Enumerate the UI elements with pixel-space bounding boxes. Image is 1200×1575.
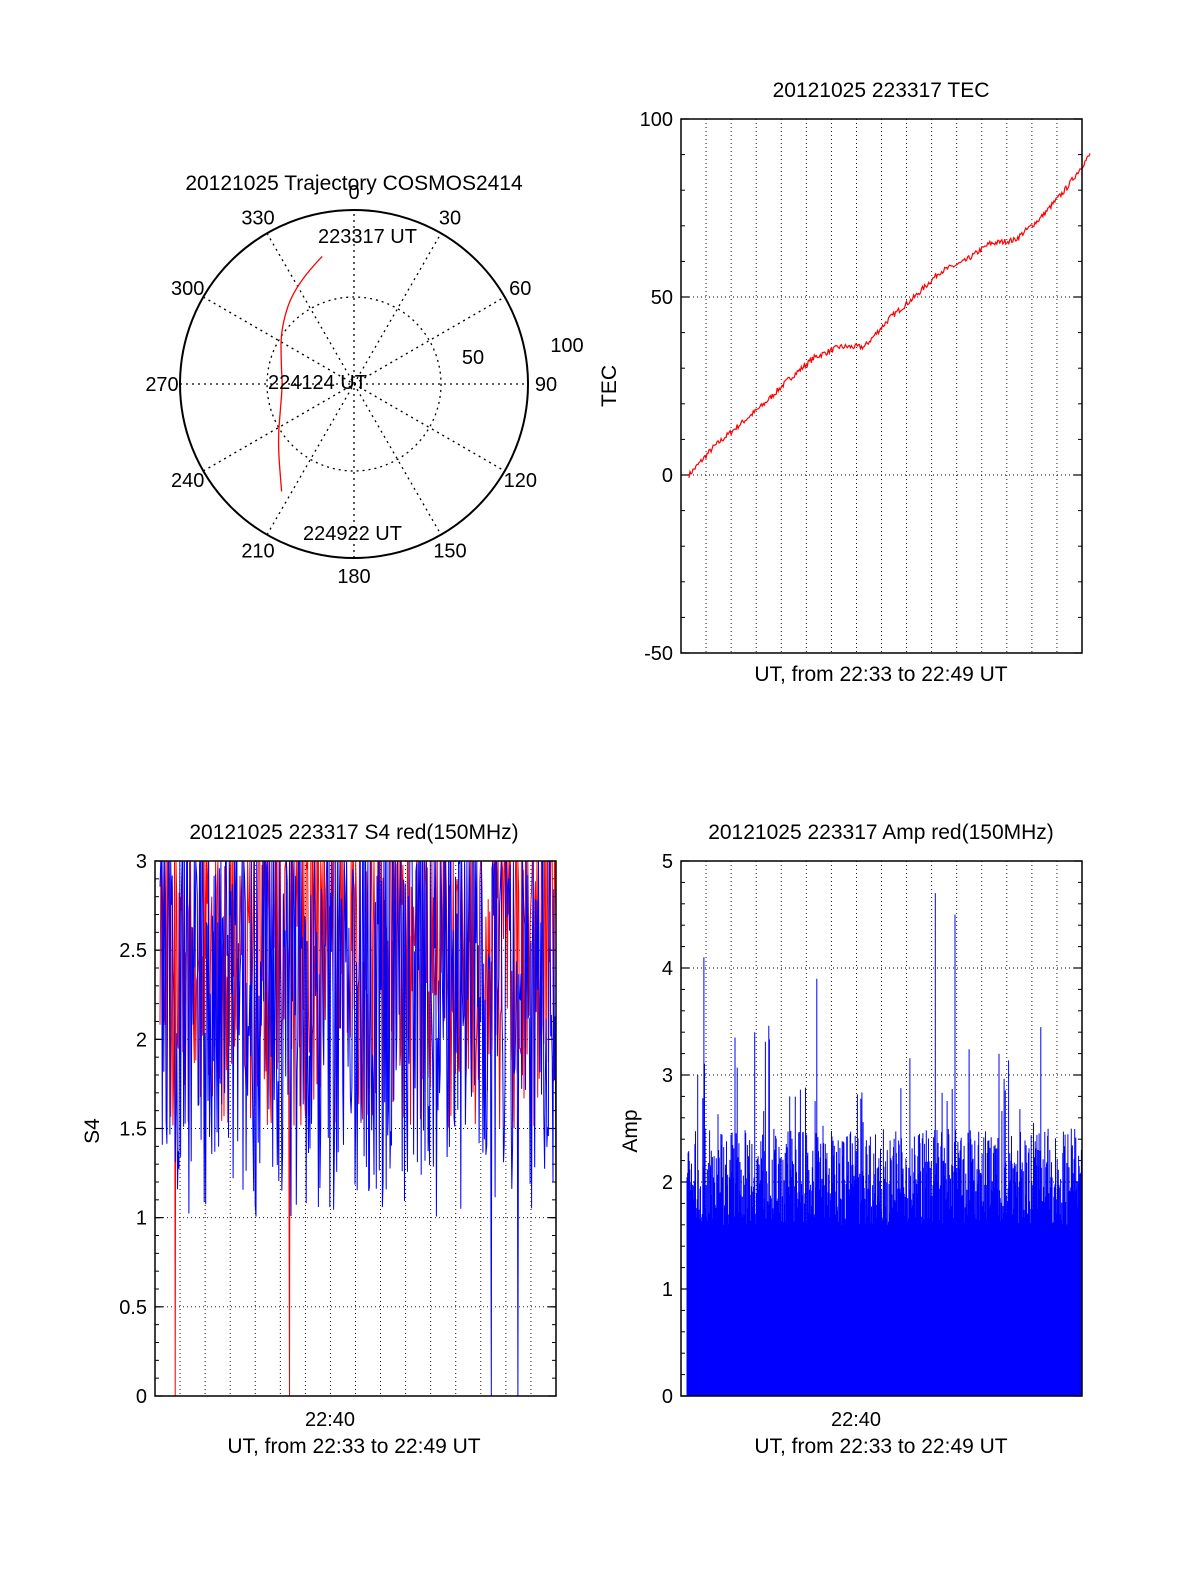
- polar-azimuth-label: 30: [439, 208, 461, 230]
- tec-series-line: [688, 153, 1091, 478]
- s4-title: 20121025 223317 S4 red(150MHz): [189, 821, 518, 844]
- s4-x-axis-label: UT, from 22:33 to 22:49 UT: [227, 1435, 480, 1458]
- tec-x-axis-label: UT, from 22:33 to 22:49 UT: [754, 663, 1007, 686]
- polar-azimuth-label: 120: [504, 470, 537, 492]
- amp-chart: 20121025 223317 Amp red(150MHz) 0 1 2 3 4 5 A…: [619, 821, 1083, 1458]
- y-tick-label: 1: [662, 1279, 673, 1301]
- amp-y-axis-label: Amp: [619, 1109, 642, 1152]
- polar-azimuth-label: 300: [171, 278, 204, 300]
- tec-grid: [681, 118, 1082, 654]
- polar-radial-label-50: 50: [462, 347, 484, 369]
- polar-azimuth-label: 150: [433, 540, 466, 562]
- y-tick-label: 2: [136, 1029, 147, 1051]
- polar-grid: [180, 210, 528, 558]
- polar-trajectory-chart: 20121025 Trajectory COSMOS2414 0 30 60 90 12…: [145, 172, 583, 588]
- polar-azimuth-label: 180: [337, 566, 370, 588]
- y-tick-label: 2: [662, 1172, 673, 1194]
- polar-azimuth-label: 0: [348, 182, 359, 204]
- y-tick-label: 1.5: [119, 1119, 147, 1141]
- polar-azimuth-label: 330: [241, 208, 274, 230]
- polar-ring-50: [266, 296, 442, 472]
- trajectory-label-end: 224922 UT: [303, 523, 402, 545]
- y-tick-label: 0.5: [119, 1297, 147, 1319]
- amp-title: 20121025 223317 Amp red(150MHz): [708, 821, 1054, 844]
- amp-series-bars: [686, 893, 1083, 1396]
- polar-title: 20121025 Trajectory COSMOS2414: [185, 172, 523, 195]
- y-tick-label: 3: [136, 851, 147, 873]
- y-tick-label: 0: [662, 1386, 673, 1408]
- polar-outer-ring: [179, 209, 529, 559]
- y-tick-label: 50: [651, 287, 673, 309]
- s4-y-tick-labels: 0 0.5 1 1.5 2 2.5 3: [119, 851, 147, 1408]
- s4-y-axis-label: S4: [81, 1118, 104, 1144]
- polar-azimuth-label: 60: [509, 278, 531, 300]
- y-tick-label: 5: [662, 851, 673, 873]
- polar-azimuth-label: 240: [171, 470, 204, 492]
- polar-spoke: [266, 232, 442, 536]
- tec-title: 20121025 223317 TEC: [773, 79, 990, 102]
- trajectory-series-line: [277, 255, 323, 492]
- y-tick-label: 0: [136, 1386, 147, 1408]
- s4-plot-frame: [154, 860, 557, 1397]
- y-tick-label: 1: [136, 1208, 147, 1230]
- trajectory-label-mid: 224124 UT: [268, 372, 367, 394]
- tec-y-axis-label: TEC: [598, 365, 621, 407]
- amp-plot-frame: [680, 860, 1083, 1397]
- polar-azimuth-label: 270: [145, 374, 178, 396]
- y-tick-label: 100: [640, 109, 673, 131]
- tec-y-tick-labels: -50 0 50 100: [640, 109, 673, 665]
- y-tick-label: 2.5: [119, 940, 147, 962]
- polar-radial-label-100: 100: [550, 335, 583, 357]
- polar-azimuth-label: 210: [241, 540, 274, 562]
- s4-x-tick-label: 22:40: [305, 1409, 355, 1431]
- trajectory-label-start: 223317 UT: [318, 226, 417, 248]
- polar-azimuth-labels: 0 30 60 90 120 150 180 210 240 270 300 330: [145, 182, 557, 588]
- tec-chart: 20121025 223317 TEC -50 0 50 100 TEC UT, fr…: [598, 79, 1091, 686]
- amp-y-tick-labels: 0 1 2 3 4 5: [662, 851, 673, 1408]
- s4-chart: 20121025 223317 S4 red(150MHz) 0 0.5 1 1.5 2…: [81, 821, 557, 1458]
- y-tick-label: 0: [662, 465, 673, 487]
- amp-x-tick-label: 22:40: [831, 1409, 881, 1431]
- tec-plot-frame: [680, 118, 1083, 654]
- y-tick-label: 3: [662, 1065, 673, 1087]
- amp-x-axis-label: UT, from 22:33 to 22:49 UT: [754, 1435, 1007, 1458]
- y-tick-label: -50: [644, 643, 673, 665]
- y-tick-label: 4: [662, 958, 673, 980]
- polar-azimuth-label: 90: [535, 374, 557, 396]
